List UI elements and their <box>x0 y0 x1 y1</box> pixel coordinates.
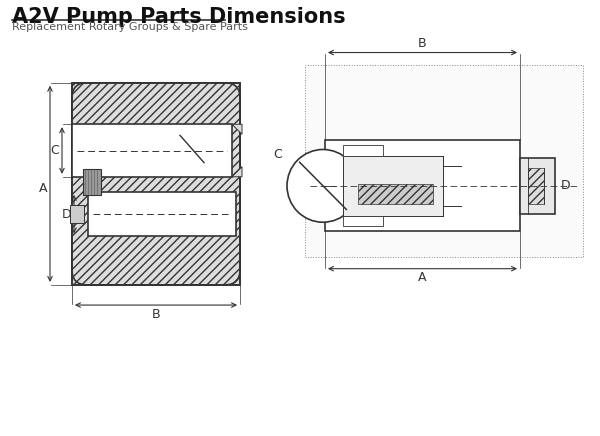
Bar <box>358 184 433 204</box>
Bar <box>88 192 236 236</box>
Polygon shape <box>232 167 242 177</box>
Text: SUPER HYDRAULICS: SUPER HYDRAULICS <box>18 399 299 423</box>
Bar <box>70 205 84 223</box>
Bar <box>325 140 520 232</box>
Text: Replacement Rotary Groups & Spare Parts: Replacement Rotary Groups & Spare Parts <box>12 22 248 32</box>
Text: A2V Pump Parts Dimensions: A2V Pump Parts Dimensions <box>12 7 346 27</box>
Bar <box>72 83 240 285</box>
Text: C: C <box>50 144 59 157</box>
Text: B: B <box>152 308 160 320</box>
Bar <box>343 156 443 216</box>
Bar <box>305 65 583 256</box>
Text: D: D <box>62 208 72 221</box>
Text: A: A <box>39 182 47 195</box>
Bar <box>528 168 544 204</box>
FancyBboxPatch shape <box>72 83 240 285</box>
Text: A: A <box>418 271 427 284</box>
Text: B: B <box>418 37 427 50</box>
Polygon shape <box>232 124 242 134</box>
Bar <box>343 146 383 156</box>
Circle shape <box>287 150 359 222</box>
Bar <box>520 158 555 214</box>
Text: D: D <box>561 179 571 192</box>
Text: C: C <box>273 148 282 161</box>
Bar <box>72 124 232 177</box>
Bar <box>83 169 101 195</box>
Text: E-mail: sales@super-hyd.com: E-mail: sales@super-hyd.com <box>372 405 557 417</box>
Bar <box>343 216 383 226</box>
Bar <box>72 83 240 285</box>
